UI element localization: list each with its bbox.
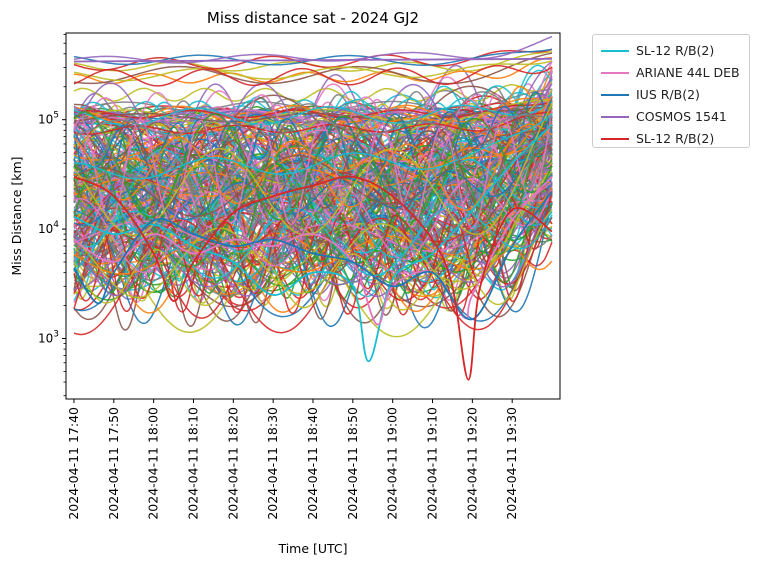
- trajectory-line: [73, 101, 553, 127]
- trajectory-line: [73, 104, 553, 123]
- trajectory-line: [73, 189, 553, 302]
- legend-item: SL-12 R/B(2): [593, 129, 751, 149]
- trajectory-line: [73, 126, 553, 237]
- x-tick-label: 2024-04-11 18:00: [146, 407, 161, 520]
- legend-swatch: [601, 50, 629, 52]
- series-line-1: [73, 176, 553, 326]
- trajectory-line: [73, 108, 553, 230]
- legend-label: ARIANE 44L DEB: [636, 65, 740, 80]
- trajectory-line: [73, 123, 553, 173]
- x-tick-label: 2024-04-11 18:20: [225, 407, 240, 520]
- trajectory-line: [73, 148, 553, 258]
- x-tick-label: 2024-04-11 17:40: [66, 407, 81, 520]
- legend-item: SL-12 R/B(2): [593, 41, 751, 61]
- x-tick-label: 2024-04-11 17:50: [106, 407, 121, 520]
- y-tick-exponent: 3: [53, 330, 59, 340]
- trajectory-line: [73, 136, 553, 301]
- legend-swatch: [601, 116, 629, 118]
- y-tick-label: 105: [38, 111, 59, 127]
- legend-swatch: [601, 138, 629, 140]
- y-tick-exponent: 5: [53, 111, 59, 121]
- trajectory-line: [73, 136, 553, 197]
- trajectory-line: [73, 126, 553, 218]
- series-line-2: [73, 191, 553, 321]
- y-axis: 103 104 105: [38, 34, 66, 397]
- series-line-3: [73, 57, 553, 63]
- trajectory-line: [73, 208, 553, 311]
- legend-swatch: [601, 94, 629, 96]
- trajectory-line: [73, 181, 553, 298]
- trajectory-line: [73, 143, 553, 250]
- trajectory-line: [73, 113, 553, 180]
- x-axis-label: Time [UTC]: [277, 541, 347, 556]
- x-tick-label: 2024-04-11 18:30: [265, 407, 280, 520]
- x-tick-label: 2024-04-11 18:50: [345, 407, 360, 520]
- legend-item: ARIANE 44L DEB: [593, 63, 751, 83]
- y-tick-label: 104: [38, 220, 59, 236]
- trajectory-line: [73, 91, 553, 224]
- chart-title: Miss distance sat - 2024 GJ2: [207, 9, 419, 27]
- legend-label: SL-12 R/B(2): [636, 131, 715, 146]
- x-tick-label: 2024-04-11 19:10: [425, 407, 440, 520]
- trajectory-line: [73, 178, 553, 274]
- trajectory-line: [73, 114, 553, 137]
- y-axis-label: Miss Distance [km]: [9, 156, 24, 275]
- trajectory-line: [73, 56, 553, 85]
- x-tick-label: 2024-04-11 18:40: [305, 407, 320, 520]
- x-tick-label: 2024-04-11 19:30: [504, 407, 519, 520]
- trajectory-line: [73, 91, 553, 217]
- x-tick-label: 2024-04-11 19:20: [464, 407, 479, 520]
- trajectory-line: [73, 217, 553, 287]
- series-lines: [73, 57, 553, 381]
- trajectory-line: [73, 112, 553, 137]
- legend-label: SL-12 R/B(2): [636, 43, 715, 58]
- legend-label: IUS R/B(2): [636, 87, 700, 102]
- trajectory-line: [73, 99, 553, 147]
- trajectory-line: [73, 111, 553, 135]
- legend-item: COSMOS 1541: [593, 107, 751, 127]
- trajectory-line: [73, 52, 553, 85]
- legend-label: COSMOS 1541: [636, 109, 727, 124]
- legend-item: IUS R/B(2): [593, 85, 751, 105]
- legend-swatch: [601, 72, 629, 74]
- series-line-4: [73, 175, 553, 381]
- x-tick-label: 2024-04-11 19:00: [385, 407, 400, 520]
- x-axis: 2024-04-11 17:40 2024-04-11 17:50 2024-04-…: [66, 399, 519, 520]
- trajectory-line: [73, 48, 553, 66]
- trajectory-line: [73, 65, 553, 87]
- background-trajectories: [73, 35, 553, 338]
- y-tick-label: 103: [38, 330, 59, 346]
- series-line-0: [73, 124, 553, 363]
- y-tick-exponent: 4: [53, 220, 59, 230]
- x-tick-label: 2024-04-11 18:10: [185, 407, 200, 520]
- legend: SL-12 R/B(2) ARIANE 44L DEB IUS R/B(2) C…: [592, 34, 750, 148]
- trajectory-line: [73, 96, 553, 180]
- trajectory-line: [73, 91, 553, 118]
- trajectory-line: [73, 171, 553, 299]
- trajectory-line: [73, 165, 553, 278]
